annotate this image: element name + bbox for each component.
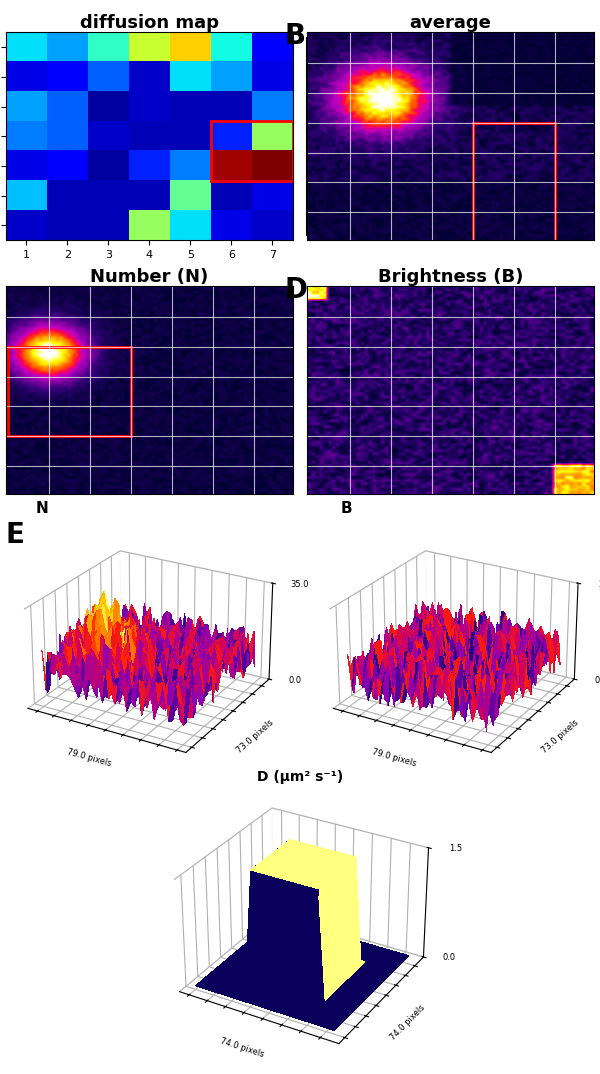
X-axis label: 74.0 pixels: 74.0 pixels bbox=[219, 1036, 265, 1059]
Bar bbox=[473, 122, 555, 242]
Title: D (μm² s⁻¹): D (μm² s⁻¹) bbox=[257, 770, 343, 784]
Title: Number (N): Number (N) bbox=[90, 267, 209, 286]
Title: Brightness (B): Brightness (B) bbox=[378, 267, 523, 286]
Text: B: B bbox=[284, 21, 305, 49]
Text: N: N bbox=[35, 500, 48, 516]
Text: B: B bbox=[340, 500, 352, 516]
Y-axis label: 74.0 pixels: 74.0 pixels bbox=[388, 1003, 427, 1042]
Bar bbox=[211, 121, 293, 180]
X-axis label: 79.0 pixels: 79.0 pixels bbox=[66, 748, 112, 768]
Title: average: average bbox=[410, 14, 491, 32]
Y-axis label: 73.0 pixels: 73.0 pixels bbox=[540, 717, 580, 755]
X-axis label: 79.0 pixels: 79.0 pixels bbox=[371, 748, 418, 768]
Text: E: E bbox=[6, 521, 25, 549]
Bar bbox=[8, 347, 131, 436]
Y-axis label: 73.0 pixels: 73.0 pixels bbox=[235, 717, 275, 755]
Text: D: D bbox=[284, 276, 307, 304]
Title: diffusion map: diffusion map bbox=[80, 14, 219, 32]
